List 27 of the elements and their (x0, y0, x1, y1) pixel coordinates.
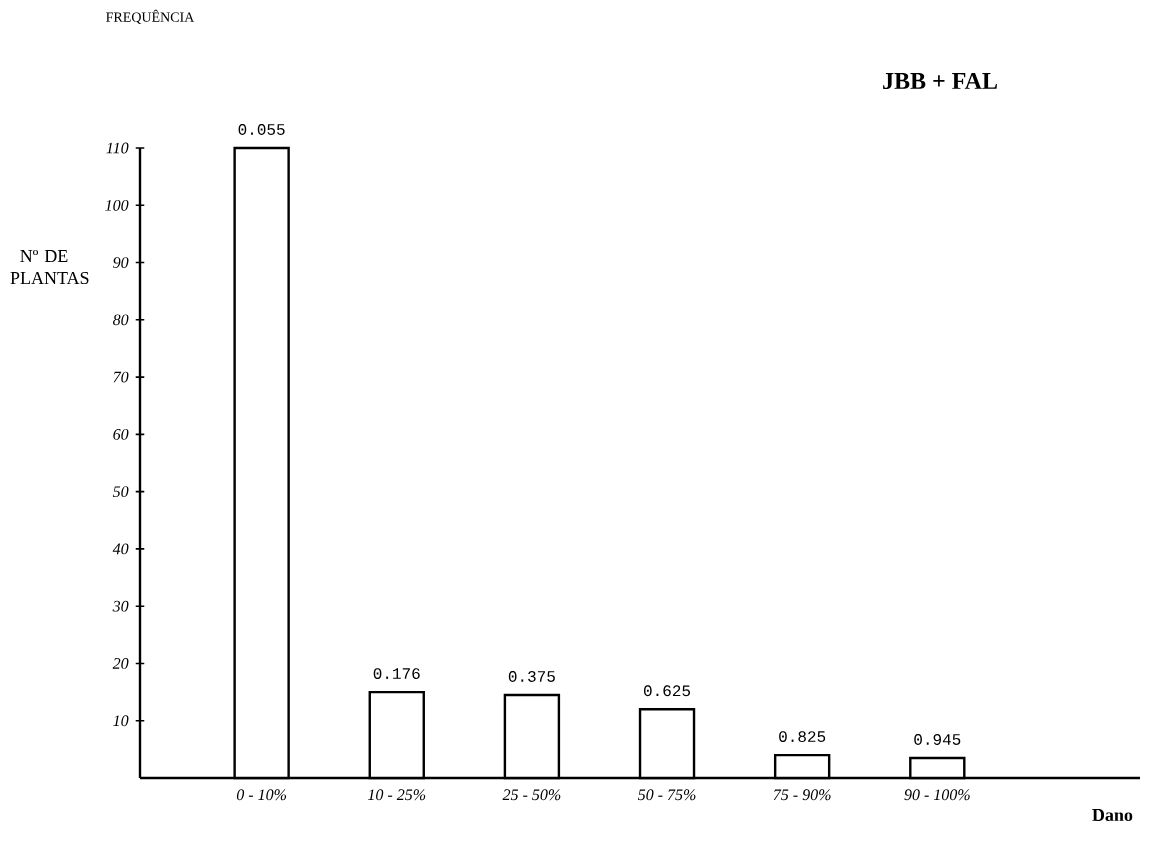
annotation: 0.176 (373, 668, 420, 680)
x-tick-label: 90 - 100% (904, 789, 970, 801)
x-tick-label: 25 - 50% (502, 789, 561, 801)
x-tick-label: 0 - 10% (236, 789, 287, 801)
y-tick-label: 40 (112, 543, 129, 555)
annotation: 0.375 (508, 671, 555, 682)
y-tick-label: 30 (112, 600, 129, 612)
annotation: 0.945 (914, 734, 961, 745)
x-tick-label: 50 - 75% (637, 789, 696, 801)
x-tick-label: 75 - 90% (773, 789, 831, 801)
annotation: 0.625 (644, 685, 691, 697)
y-tick-label: 110 (106, 142, 129, 154)
chart-title: JBB + FAL (883, 72, 997, 90)
y-tick-label: 10 (113, 715, 129, 727)
y-tick-label: 60 (113, 428, 129, 440)
x-tick-label: 10 - 25% (368, 789, 426, 801)
x-axis-title: Dano (1092, 809, 1133, 822)
y-tick-label: 90 (113, 257, 129, 268)
y-axis-title: Nº DE PLANTAS (10, 249, 89, 285)
y-tick-label: 100 (105, 199, 129, 211)
y-tick-label: 70 (113, 371, 129, 383)
annotation: 0.055 (238, 124, 285, 135)
text: FREQUÊNCIA (106, 9, 195, 24)
y-tick-label: 80 (113, 314, 129, 326)
y-tick-label: 20 (112, 658, 129, 669)
annotation: 0.825 (779, 731, 826, 743)
y-tick-label: 50 (112, 486, 129, 498)
